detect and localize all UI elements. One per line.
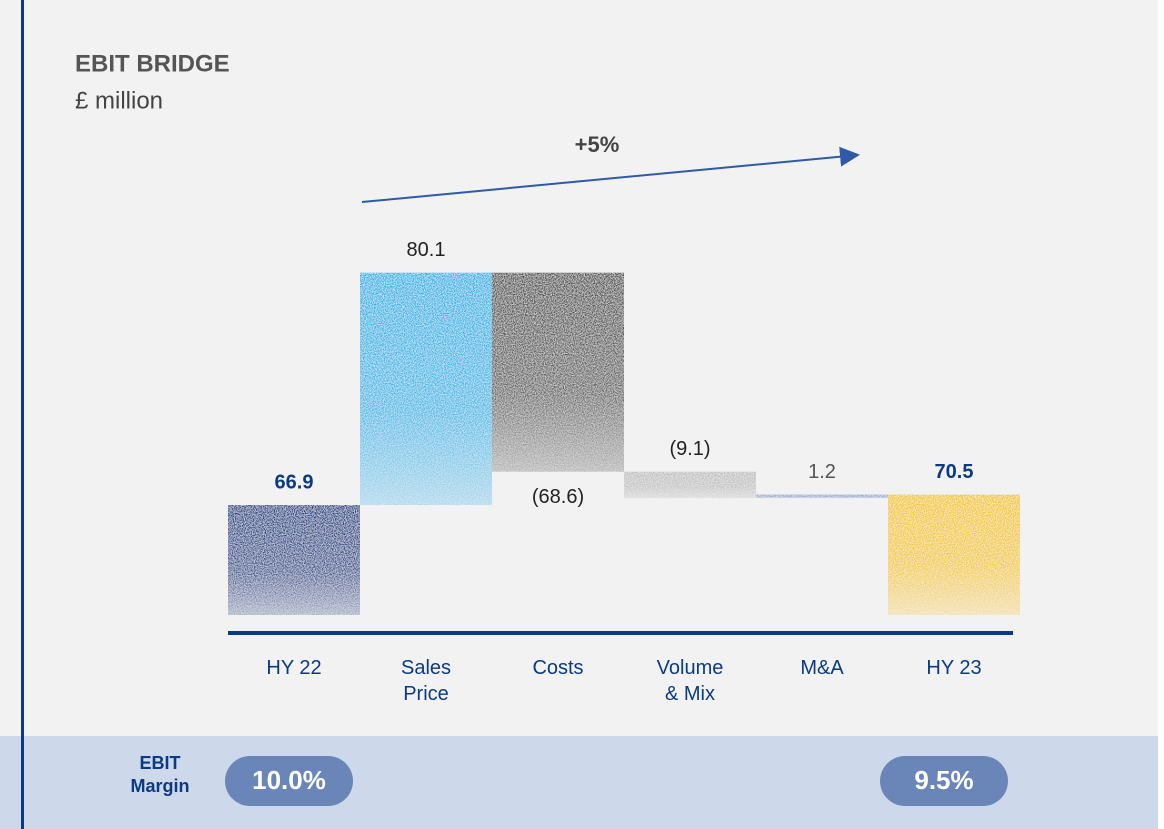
x-tick-label: HY 22 [266, 657, 322, 679]
bar [360, 272, 492, 506]
x-tick-label: M&A [800, 657, 844, 679]
value-label: (9.1) [669, 438, 710, 460]
bar [888, 494, 1020, 615]
bar [228, 505, 360, 615]
value-label: 80.1 [407, 239, 446, 261]
footer-label: EBIT Margin [130, 753, 190, 796]
bar [492, 272, 624, 472]
bar [624, 471, 756, 499]
chart-title: EBIT BRIDGE [75, 50, 230, 77]
x-tick-label: Sales Price [400, 657, 452, 705]
trend-arrow [361, 146, 860, 203]
margin-value: 9.5% [914, 765, 973, 795]
x-tick-label: HY 23 [926, 657, 982, 679]
left-rule [21, 0, 24, 829]
annotation: +5% [575, 132, 620, 157]
value-label: 70.5 [935, 461, 974, 483]
bar [756, 494, 888, 499]
chart-subtitle: £ million [75, 87, 163, 114]
margin-pill [880, 756, 1008, 806]
value-label: 1.2 [808, 461, 836, 483]
x-tick-label: Volume & Mix [656, 657, 724, 705]
margin-pill [225, 756, 353, 806]
value-label: (68.6) [532, 486, 584, 508]
margin-value: 10.0% [252, 765, 326, 795]
x-tick-label: Costs [532, 657, 584, 679]
value-label: 66.9 [275, 471, 314, 493]
